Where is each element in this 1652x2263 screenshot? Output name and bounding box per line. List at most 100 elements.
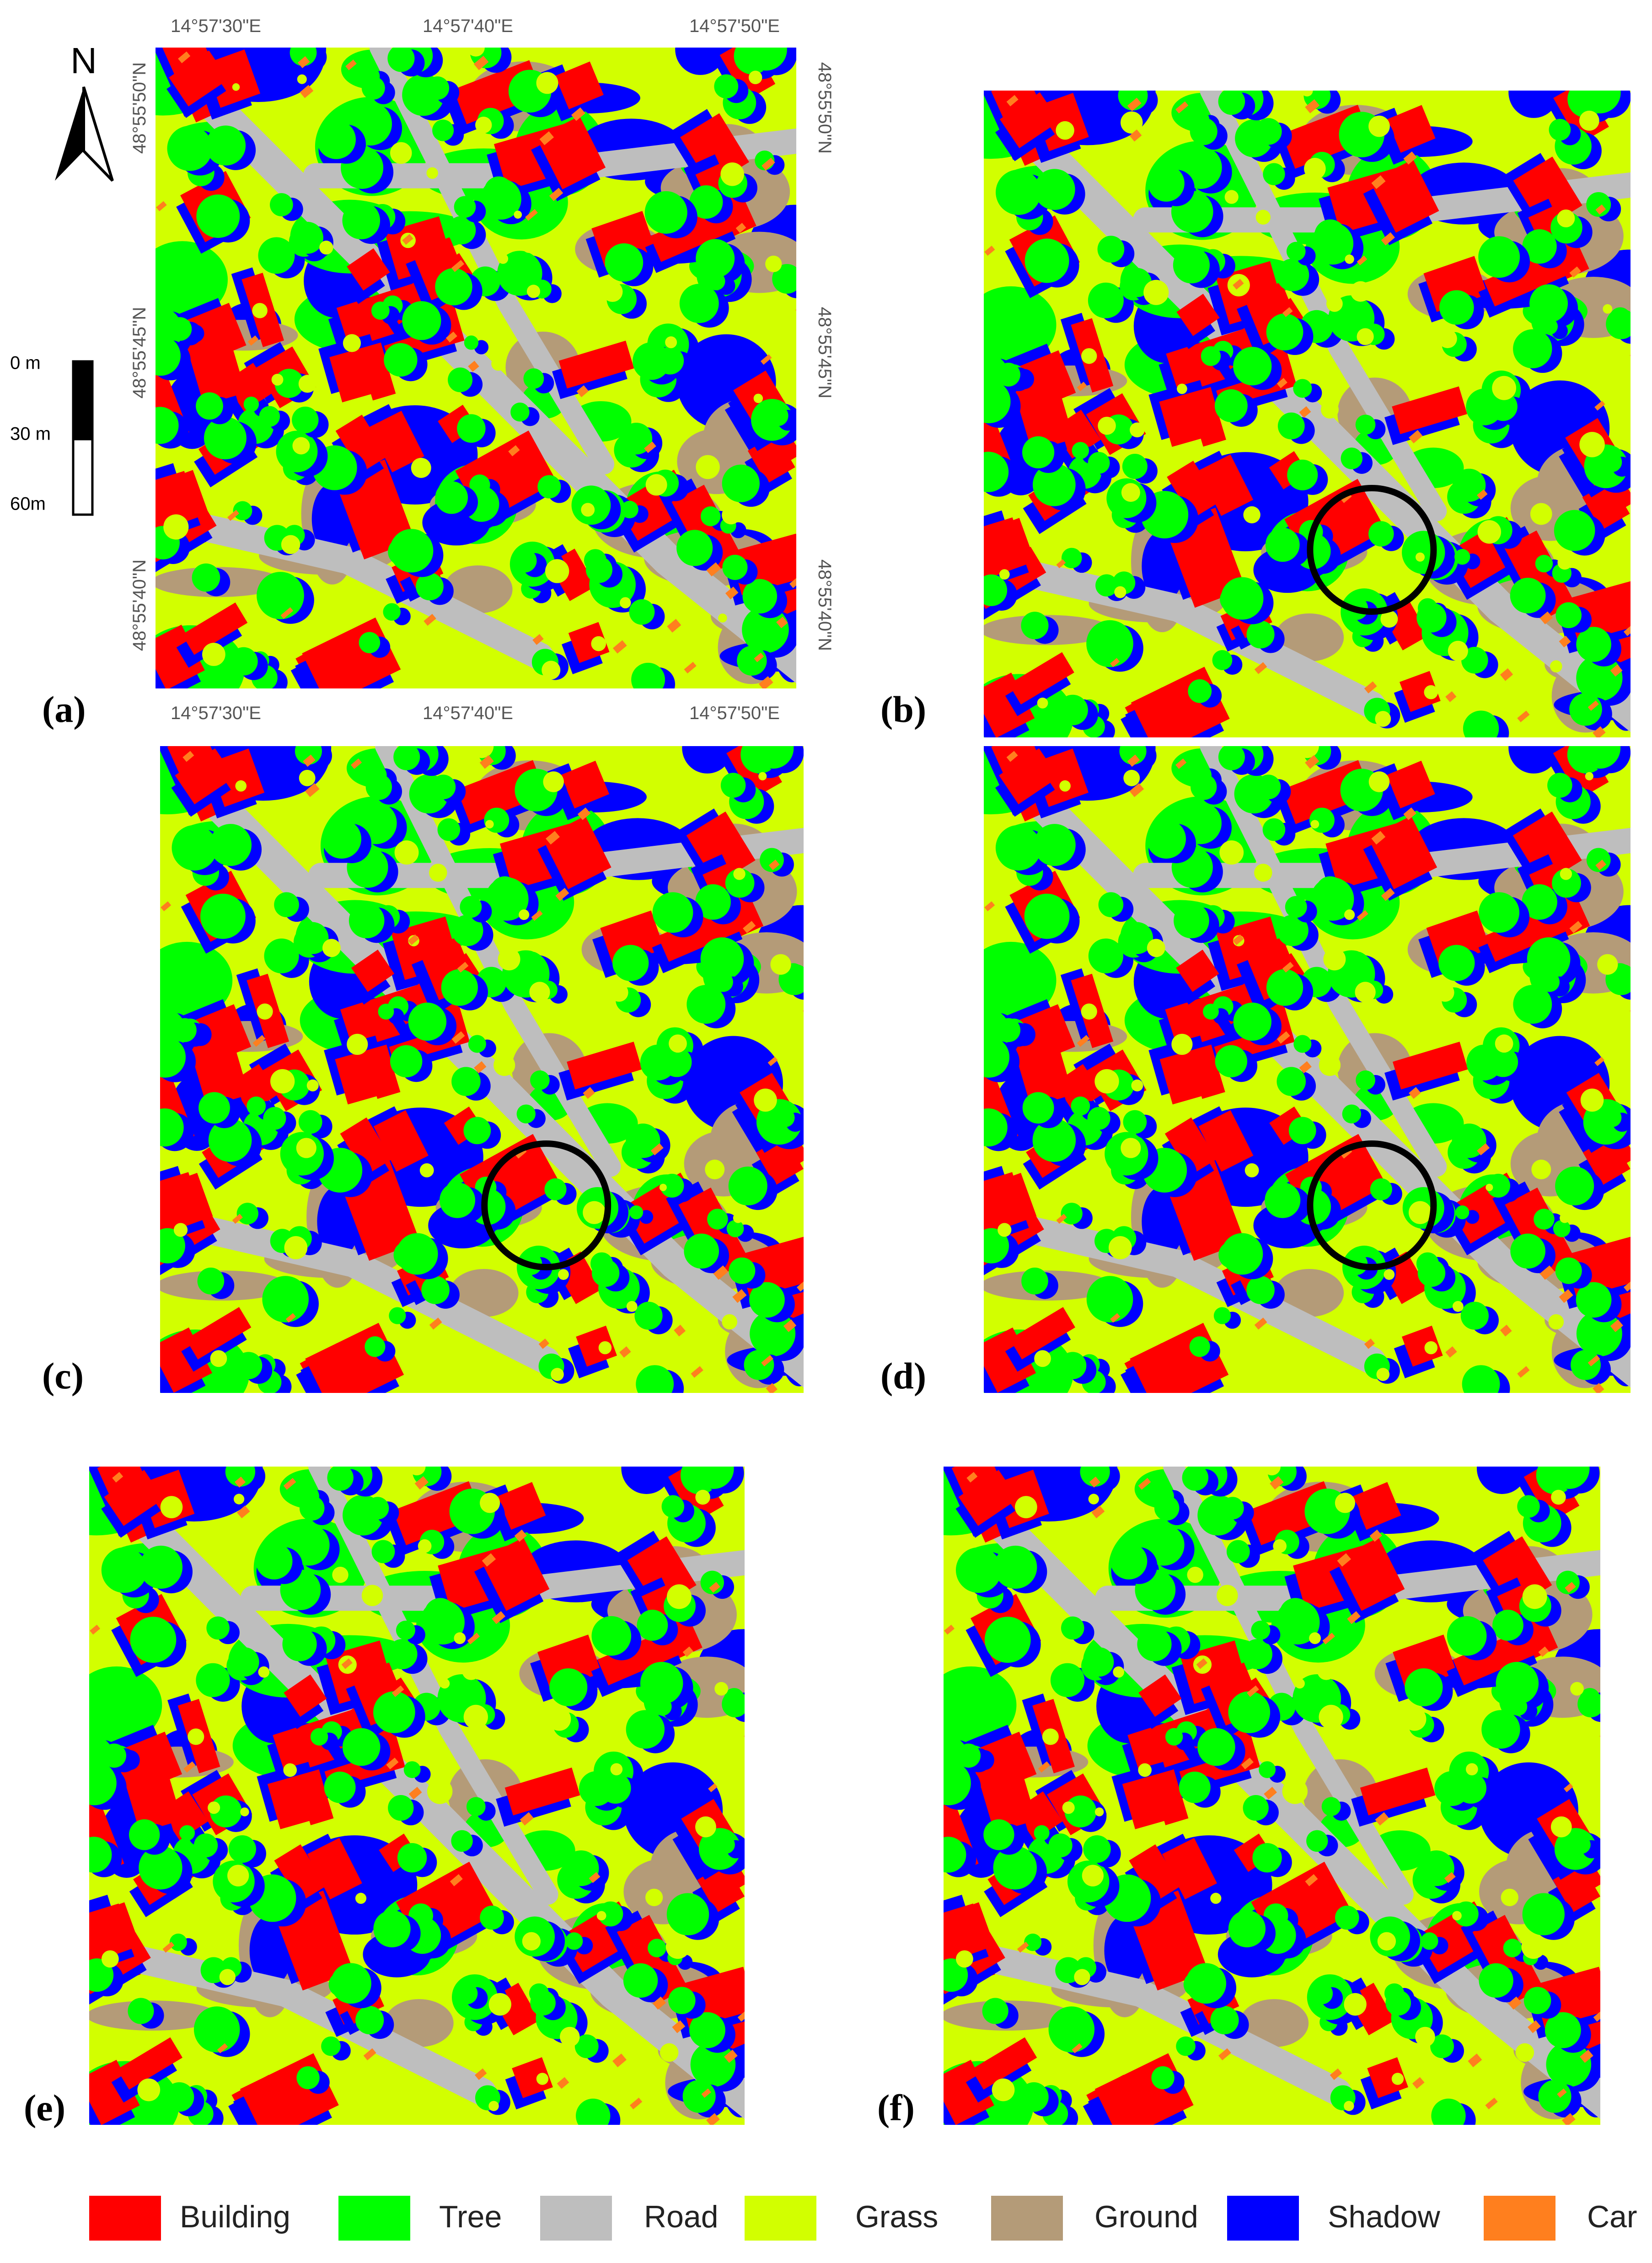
tree — [1019, 2082, 1049, 2112]
car — [305, 783, 320, 797]
car — [1559, 635, 1571, 648]
car — [1409, 1087, 1421, 1099]
car — [691, 1366, 703, 1378]
car — [1056, 559, 1066, 569]
grass — [408, 1467, 426, 1476]
tree — [1255, 118, 1282, 145]
car — [701, 2088, 711, 2098]
grass — [1294, 1678, 1305, 1689]
tree — [591, 1616, 632, 1656]
tree — [1190, 118, 1218, 145]
tree — [1287, 459, 1318, 490]
tree — [1221, 577, 1264, 620]
grass — [1486, 1183, 1493, 1191]
tree — [1202, 1003, 1219, 1020]
tree — [760, 848, 784, 872]
tree — [316, 120, 356, 159]
tree — [636, 1365, 674, 1393]
building — [1401, 1325, 1443, 1367]
building — [678, 1188, 750, 1278]
tree — [1118, 91, 1148, 111]
building — [274, 1844, 327, 1903]
tree — [626, 1710, 665, 1749]
building — [1164, 1117, 1217, 1176]
building — [1122, 1769, 1187, 1829]
tree — [366, 1497, 389, 1520]
tree — [1228, 1910, 1266, 1947]
grass — [1368, 115, 1390, 137]
tree — [1405, 1668, 1443, 1707]
grass — [1131, 1079, 1143, 1091]
building — [117, 2037, 182, 2090]
grass — [475, 116, 492, 134]
grass — [999, 569, 1010, 580]
tree — [1259, 1761, 1276, 1778]
tree — [1256, 774, 1281, 800]
building — [169, 50, 229, 107]
car — [1364, 681, 1377, 693]
grass — [1263, 1467, 1281, 1476]
grass — [748, 70, 762, 85]
grass — [208, 1801, 220, 1814]
car — [285, 1313, 296, 1323]
tree — [684, 1233, 719, 1269]
car — [1129, 129, 1142, 142]
tree — [1148, 165, 1185, 202]
car — [247, 335, 259, 346]
grass — [462, 1662, 480, 1680]
car — [217, 2043, 228, 2053]
grass — [519, 909, 530, 920]
tree — [1266, 969, 1303, 1006]
car — [1254, 1317, 1267, 1330]
car — [451, 1031, 465, 1044]
car — [1017, 1941, 1029, 1953]
tree — [1210, 2006, 1239, 2035]
tree — [585, 556, 613, 583]
tree — [274, 892, 299, 918]
tree — [1059, 1352, 1087, 1380]
tree — [1174, 903, 1209, 939]
grass — [1603, 304, 1613, 314]
car — [408, 934, 419, 946]
grass — [173, 1223, 188, 1237]
tree — [1233, 347, 1272, 386]
tree — [745, 48, 787, 71]
car — [1305, 755, 1319, 769]
grass — [1335, 1493, 1356, 1513]
tree — [160, 1108, 184, 1147]
grass — [298, 375, 316, 393]
tree — [726, 1220, 744, 1237]
grass — [1326, 296, 1343, 312]
grass — [227, 1865, 249, 1887]
grass — [536, 2073, 549, 2085]
building — [438, 404, 477, 443]
grass — [296, 1138, 316, 1158]
grass — [1403, 1707, 1427, 1731]
classification-map — [89, 1467, 745, 2125]
grass — [1585, 772, 1593, 780]
car — [1561, 2113, 1576, 2125]
tree — [480, 178, 521, 220]
tree — [1176, 2036, 1196, 2056]
tree — [331, 1963, 371, 2004]
building — [1159, 387, 1224, 447]
tree — [160, 1228, 185, 1263]
grass — [1245, 1475, 1271, 1501]
tree — [983, 1819, 1014, 1850]
grass — [626, 1301, 638, 1312]
grass — [498, 253, 509, 264]
car — [577, 807, 591, 820]
highlight-ring — [1307, 1140, 1437, 1270]
building — [984, 518, 1035, 591]
tree — [466, 1797, 486, 1817]
tree — [1095, 574, 1118, 597]
tree — [682, 2080, 716, 2113]
grass — [956, 1950, 973, 1968]
tree — [1431, 2098, 1466, 2125]
grass — [1287, 759, 1302, 774]
classification-map — [156, 48, 796, 688]
tree — [1080, 1467, 1110, 1487]
tree — [623, 1963, 658, 1998]
grass — [1224, 190, 1239, 204]
tree — [775, 1108, 795, 1128]
